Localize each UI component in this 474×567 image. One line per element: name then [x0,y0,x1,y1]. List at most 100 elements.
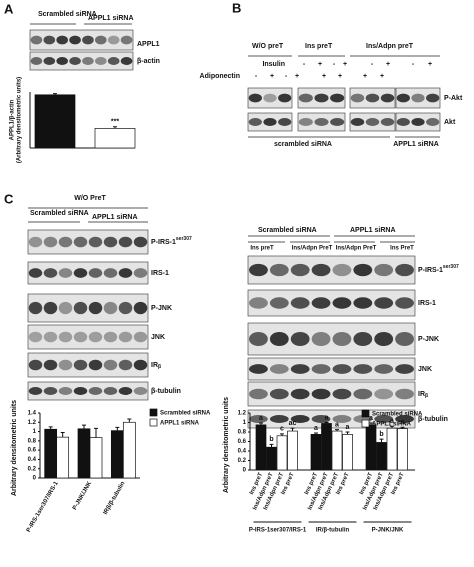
blot-band [88,301,103,315]
panel-label: A [4,1,14,16]
blot-label: β-actin [137,58,160,65]
blot-band [107,57,120,65]
bar [44,428,58,479]
blot-label: P-JNK [151,305,172,312]
error-bar [314,432,318,435]
blot-band [311,263,331,277]
bar-label: b [269,436,273,443]
blot-band [58,387,73,395]
sign: + [322,73,326,80]
blot-band [56,57,68,65]
y-tick-label: 1.2 [238,411,247,417]
blot-band [28,331,43,343]
label: Scrambled siRNA [30,210,89,217]
blot-band [350,118,365,126]
bar [386,427,398,471]
legend-swatch [149,418,158,427]
legend-label: APPL1 siRNA [160,421,200,427]
legend-swatch [361,419,370,428]
blot-band [396,118,410,126]
legend-label: Scrambled siRNA [372,412,423,418]
bar [287,430,298,471]
bar [94,128,136,149]
bar [266,446,277,471]
bar [321,423,332,471]
blot [247,357,416,381]
blot-band [58,236,73,248]
blot-band [249,415,268,423]
y-tick-label: 0.2 [238,458,247,464]
error-bar [324,422,329,424]
blot [27,324,149,350]
blot-band [365,118,380,126]
blot-band [332,415,352,423]
blot-band [353,297,373,309]
sign: - [303,61,306,68]
bar-label: c [280,426,284,433]
blot-band [263,93,277,103]
blot-band [118,331,133,343]
y-tick-label: 1 [33,429,37,435]
bar [56,436,70,479]
blot-band [311,388,331,400]
blot-band [353,331,373,347]
blot-band [133,268,148,278]
blot-label: P-JNK [418,336,439,343]
blot-band [269,263,289,277]
blot-band [353,388,373,400]
blot-band [249,364,268,374]
bar [122,421,136,479]
blot-band [395,263,414,277]
y-label: APPL1/β-actin [10,99,16,140]
blot-band [314,93,329,103]
error-bar [400,426,405,429]
blot-band [395,388,414,400]
blot-band [395,415,414,423]
blot-band [103,268,118,278]
error-bar [113,126,117,129]
blot-label: P-Akt [444,95,463,102]
error-bar [335,429,339,432]
blot-band [133,359,148,371]
blot-label: JNK [151,334,165,341]
blot-band [374,331,394,347]
bar-label: a [390,418,394,425]
blot-band [269,415,289,423]
blot-band [58,331,73,343]
bar-label: a [346,424,350,431]
y-label: Arbitrary densitometric units [223,397,230,493]
y-label: Arbitrary densitometric units [11,400,18,496]
y-tick-label: 0.2 [28,466,37,472]
blot-band [353,364,373,374]
blot-band [120,57,133,65]
label: scrambled siRNA [274,141,332,148]
label: W/O preT [252,43,284,50]
error-bar [269,443,274,448]
error-bar [290,427,295,432]
blot-band [411,93,425,103]
brackets [28,23,440,243]
label: Ins/Adpn PreT [336,246,377,252]
error-bar [345,431,350,435]
error-bar [82,424,86,429]
blot-band [43,268,58,278]
blot-band [396,93,410,103]
bar-label: ac [289,420,297,427]
blot-band [43,301,58,315]
blot-band [73,331,88,343]
bar [77,428,91,479]
blot-band [88,359,103,371]
blot-band [28,359,43,371]
group-label: P-JNK/JNK [372,528,404,534]
label: Scrambled siRNA [258,227,317,234]
label: Ins/Adpn PreT [292,246,333,252]
blot-band [88,268,103,278]
blot-band [249,263,268,277]
label: APPL1 siRNA [393,141,439,148]
y-tick-label: 1 [243,420,247,426]
blot-band [73,268,88,278]
bar [276,435,288,471]
group-label: P-IRS-1ser307/IRS-1 [249,528,307,534]
y-tick-label: 0 [243,468,247,474]
